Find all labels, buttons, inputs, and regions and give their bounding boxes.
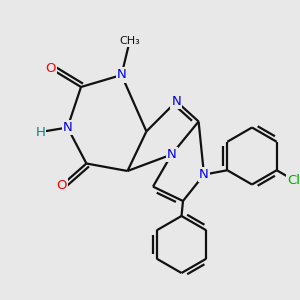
Text: N: N [167, 148, 176, 161]
Text: O: O [56, 179, 67, 192]
Text: Cl: Cl [287, 173, 300, 187]
Text: H: H [36, 125, 45, 139]
Text: N: N [199, 168, 209, 181]
Text: N: N [172, 95, 181, 108]
Text: CH₃: CH₃ [119, 36, 140, 46]
Text: N: N [117, 68, 126, 82]
Text: O: O [45, 62, 56, 75]
Text: N: N [63, 121, 72, 134]
